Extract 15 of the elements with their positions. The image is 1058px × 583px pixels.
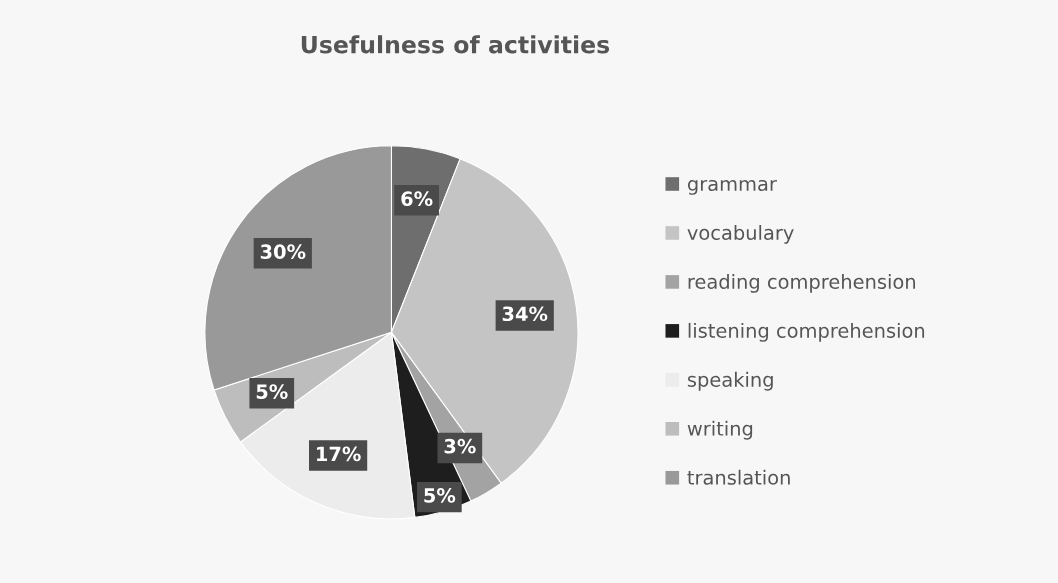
legend-label: reading comprehension	[688, 273, 915, 293]
chart-title: Usefulness of activities	[301, 35, 610, 54]
legend-label: listening comprehension	[688, 322, 925, 342]
legend-label: vocabulary	[687, 224, 794, 244]
data-label: 5%	[424, 488, 456, 503]
legend-label: translation	[687, 469, 790, 485]
legend-label: writing	[687, 420, 753, 440]
data-label: 17%	[317, 446, 361, 462]
legend-label: speaking	[687, 371, 773, 391]
data-label: 34%	[502, 306, 548, 322]
legend-label: grammar	[687, 179, 777, 195]
data-label: 3%	[444, 438, 476, 454]
data-label: 30%	[260, 244, 306, 259]
data-label: 5%	[256, 384, 288, 399]
data-label: 6%	[401, 191, 433, 207]
